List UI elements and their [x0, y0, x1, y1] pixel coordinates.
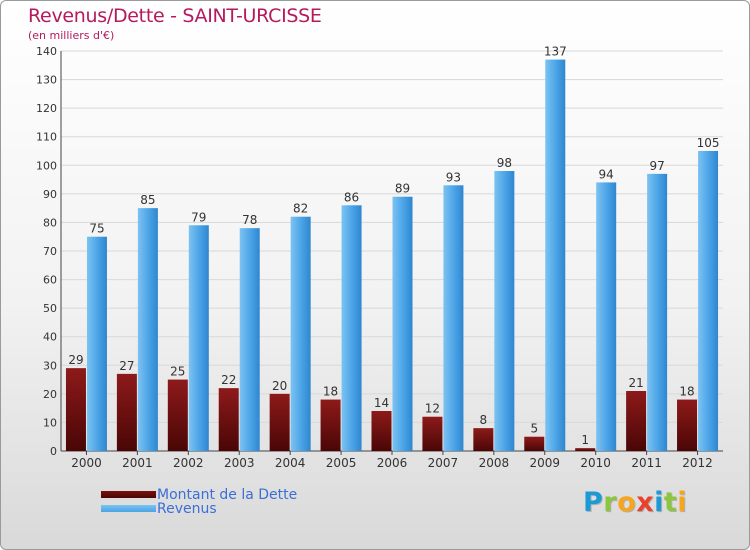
data-label-revenue: 89	[395, 182, 410, 196]
x-tick-label: 2007	[428, 456, 459, 470]
data-label-revenue: 137	[544, 45, 567, 59]
bar-revenue	[494, 171, 515, 451]
bar-debt	[167, 379, 188, 451]
logo-letter: t	[663, 487, 678, 518]
bar-revenue	[239, 228, 260, 451]
x-tick-label: 2002	[173, 456, 204, 470]
bar-debt	[524, 436, 545, 451]
y-tick-label: 130	[36, 74, 57, 87]
bar-revenue	[392, 196, 413, 451]
bar-debt	[269, 393, 290, 451]
data-label-debt: 1	[581, 433, 589, 447]
bar-debt	[320, 399, 341, 451]
y-tick-label: 140	[36, 45, 57, 58]
y-tick-label: 60	[43, 274, 57, 287]
bar-debt	[371, 411, 392, 451]
bar-revenue	[341, 205, 362, 451]
data-label-debt: 18	[323, 385, 338, 399]
data-label-revenue: 85	[140, 193, 155, 207]
logo-letter: o	[617, 487, 637, 518]
y-tick-label: 110	[36, 131, 57, 144]
legend-swatch-debt	[101, 491, 156, 498]
bar-revenue	[443, 185, 464, 452]
bar-revenue	[596, 182, 617, 451]
logo-letter: P	[583, 487, 604, 518]
y-tick-label: 50	[43, 302, 57, 315]
proxiti-logo: Proxiti	[583, 487, 687, 518]
x-tick-label: 2009	[529, 456, 560, 470]
data-label-revenue: 98	[497, 156, 512, 170]
data-label-debt: 21	[628, 376, 643, 390]
x-tick-label: 2001	[122, 456, 153, 470]
x-tick-label: 2011	[631, 456, 662, 470]
x-tick-label: 2008	[479, 456, 510, 470]
y-tick-label: 10	[43, 416, 57, 429]
data-label-revenue: 94	[599, 167, 614, 181]
y-tick-label: 20	[43, 388, 57, 401]
bar-revenue	[137, 208, 158, 451]
chart-title: Revenus/Dette - SAINT-URCISSE	[28, 5, 322, 27]
data-label-debt: 5	[530, 422, 538, 436]
x-tick-label: 2004	[275, 456, 306, 470]
data-label-revenue: 82	[293, 202, 308, 216]
chart-subtitle: (en milliers d'€)	[28, 29, 115, 42]
data-label-debt: 18	[679, 385, 694, 399]
data-label-revenue: 93	[446, 170, 461, 184]
x-tick-label: 2006	[377, 456, 408, 470]
bar-debt	[422, 416, 443, 451]
legend-label-revenue: Revenus	[157, 501, 217, 517]
logo-letter: x	[636, 487, 655, 518]
data-label-debt: 22	[221, 373, 236, 387]
bar-revenue	[545, 59, 566, 451]
data-label-revenue: 105	[697, 136, 720, 150]
x-tick-label: 2000	[71, 456, 102, 470]
bar-debt	[626, 391, 647, 451]
data-label-debt: 20	[272, 379, 287, 393]
data-label-debt: 29	[68, 353, 83, 367]
bar-revenue	[86, 236, 107, 451]
y-tick-label: 40	[43, 331, 57, 344]
y-tick-label: 30	[43, 359, 57, 372]
y-tick-label: 80	[43, 216, 57, 229]
x-tick-label: 2005	[326, 456, 357, 470]
data-label-debt: 12	[425, 402, 440, 416]
data-label-revenue: 97	[649, 159, 664, 173]
bar-revenue	[647, 173, 668, 451]
data-label-debt: 25	[170, 365, 185, 379]
bar-debt	[65, 368, 86, 451]
data-label-debt: 8	[480, 413, 488, 427]
logo-letter: i	[677, 487, 688, 518]
data-label-revenue: 79	[191, 210, 206, 224]
x-tick-label: 2003	[224, 456, 255, 470]
y-tick-label: 0	[50, 445, 57, 458]
bar-debt	[116, 373, 137, 451]
data-label-debt: 27	[119, 359, 134, 373]
bar-revenue	[188, 225, 209, 451]
y-tick-label: 100	[36, 159, 57, 172]
bar-debt	[473, 428, 494, 451]
legend-swatch-revenue	[101, 505, 156, 512]
bar-debt	[575, 448, 596, 451]
bar-revenue	[290, 216, 311, 451]
x-tick-label: 2010	[580, 456, 611, 470]
logo-letter: r	[603, 487, 618, 518]
y-tick-label: 70	[43, 245, 57, 258]
data-label-revenue: 75	[89, 222, 104, 236]
x-tick-label: 2012	[682, 456, 713, 470]
logo-letter: i	[654, 487, 664, 518]
data-label-revenue: 86	[344, 190, 359, 204]
data-label-revenue: 78	[242, 213, 257, 227]
bar-debt	[218, 388, 239, 451]
bar-revenue	[698, 151, 719, 451]
bar-debt	[677, 399, 698, 451]
data-label-debt: 14	[374, 396, 389, 410]
y-tick-label: 90	[43, 188, 57, 201]
y-tick-label: 120	[36, 102, 57, 115]
legend-label-debt: Montant de la Dette	[157, 487, 298, 503]
